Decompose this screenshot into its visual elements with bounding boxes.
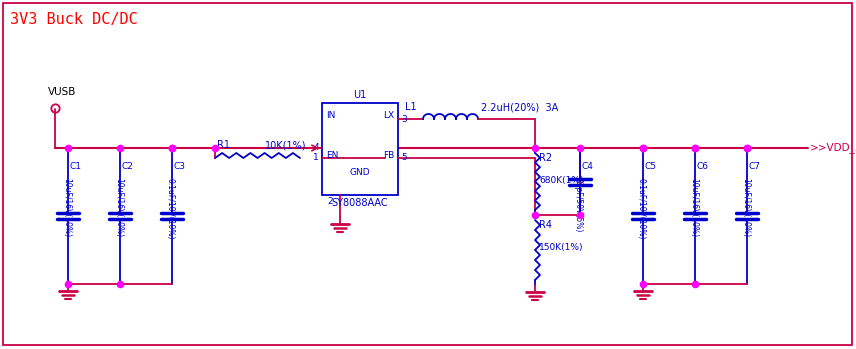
Text: VUSB: VUSB	[48, 87, 76, 97]
Text: >>VDD_3V3: >>VDD_3V3	[810, 142, 856, 154]
Text: 0.1uF/10V(10%): 0.1uF/10V(10%)	[637, 178, 646, 239]
Text: 150K(1%): 150K(1%)	[539, 243, 584, 252]
Text: 680K(1%): 680K(1%)	[539, 176, 584, 185]
Text: 5: 5	[401, 154, 407, 163]
Text: L1: L1	[405, 102, 417, 112]
Text: FB: FB	[383, 151, 394, 160]
Text: 1: 1	[313, 154, 319, 163]
Text: R2: R2	[539, 153, 552, 163]
Text: 10uF/16V(10%): 10uF/16V(10%)	[741, 178, 750, 237]
Text: IN: IN	[326, 111, 336, 120]
Text: C2: C2	[122, 162, 134, 171]
Text: 22pF/50V(5%): 22pF/50V(5%)	[574, 178, 583, 232]
Text: 10uF/16V(10%): 10uF/16V(10%)	[62, 178, 71, 237]
Text: 10uF/16V(10%): 10uF/16V(10%)	[114, 178, 123, 237]
Text: R1: R1	[217, 140, 230, 150]
Text: U1: U1	[354, 90, 366, 100]
Text: 0.1uF/10V(10%): 0.1uF/10V(10%)	[166, 178, 175, 239]
Text: EN: EN	[326, 151, 338, 160]
Bar	[322, 103, 398, 195]
Text: 3V3 Buck DC/DC: 3V3 Buck DC/DC	[10, 12, 138, 27]
Text: C7: C7	[749, 162, 761, 171]
Text: GND: GND	[350, 168, 371, 177]
Text: C4: C4	[582, 162, 594, 171]
Text: C5: C5	[645, 162, 657, 171]
Text: C6: C6	[697, 162, 709, 171]
Text: SY8088AAC: SY8088AAC	[331, 198, 389, 208]
Text: 10K(1%): 10K(1%)	[265, 140, 306, 150]
Text: 10uF/16V(10%): 10uF/16V(10%)	[689, 178, 698, 237]
Text: C3: C3	[174, 162, 186, 171]
Text: 2: 2	[327, 197, 333, 206]
Text: 2.2uH(20%)  3A: 2.2uH(20%) 3A	[481, 102, 558, 112]
Text: 3: 3	[401, 114, 407, 124]
Text: R4: R4	[539, 220, 552, 230]
Text: LX: LX	[383, 111, 394, 120]
Text: 4: 4	[313, 143, 319, 153]
Text: C1: C1	[70, 162, 82, 171]
